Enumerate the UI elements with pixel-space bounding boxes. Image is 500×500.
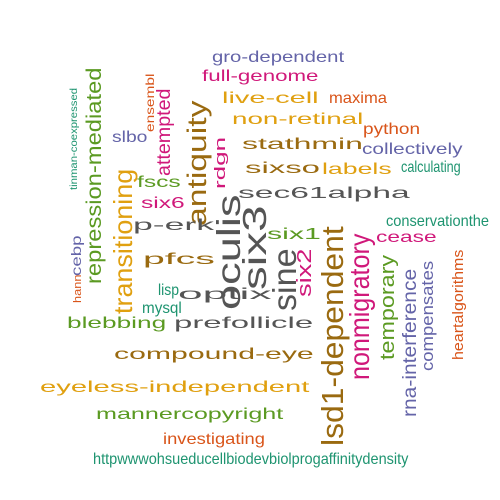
word-heartalgorithms: heartalgorithms — [450, 249, 467, 360]
word-six6: six6 — [141, 195, 185, 212]
word-calculating: calculating — [401, 159, 461, 176]
word-gro-dependent: gro-dependent — [212, 49, 345, 66]
word-slbo: slbo — [112, 129, 148, 146]
word-live-cell: live-cell — [222, 90, 319, 107]
word-httpwww-affinitydensity: httpwwwohsueducellbiodevbiolprogaffinity… — [93, 451, 409, 468]
word-collectively: collectively — [362, 141, 463, 158]
word-sec61alpha: sec61alpha — [238, 185, 410, 202]
word-full-genome: full-genome — [202, 68, 319, 85]
word-nonmigratory: nonmigratory — [344, 233, 375, 380]
word-labels: labels — [322, 161, 392, 178]
word-blebbing: blebbing — [67, 315, 167, 332]
word-python: python — [363, 121, 421, 138]
word-eyeless-independent: eyeless-independent — [40, 379, 310, 396]
word-pfcs: pfcs — [143, 251, 215, 268]
word-transitioning: transitioning — [108, 168, 138, 314]
word-cebp: cebp — [68, 235, 84, 276]
word-stathmin: stathmin — [242, 136, 363, 153]
word-rna-interference: rna-interference — [400, 268, 421, 417]
word-temporary: temporary — [377, 254, 399, 360]
word-fscs: fscs — [137, 174, 181, 191]
word-lisp: lisp — [158, 282, 180, 299]
word-investigating: investigating — [163, 431, 265, 448]
word-repression-mediated: repression-mediated — [83, 67, 106, 284]
word-sixso: sixso — [245, 160, 320, 177]
word-tinman-coexpressed: tinman-coexpressed — [69, 87, 80, 190]
word-p-erk: p-erk — [133, 217, 215, 234]
word-antiquity: antiquity — [182, 100, 212, 226]
word-six1: six1 — [267, 226, 321, 243]
word-optix: optix — [178, 286, 272, 303]
word-maxima: maxima — [329, 90, 388, 107]
word-hann: hann — [72, 274, 84, 303]
word-attempted: attempted — [154, 88, 175, 176]
word-mannercopyright: mannercopyright — [96, 406, 284, 423]
word-conservationthe: conservationthe — [386, 213, 489, 230]
word-prefollicle: prefollicle — [174, 315, 314, 332]
word-six2: six2 — [294, 248, 316, 297]
word-compensates: compensates — [418, 260, 437, 371]
word-non-retinal: non-retinal — [232, 111, 364, 128]
word-cease: cease — [376, 229, 437, 246]
word-mysql: mysql — [142, 300, 182, 317]
word-compound-eye: compound-eye — [114, 346, 314, 363]
word-rdgn: rdgn — [212, 136, 229, 189]
